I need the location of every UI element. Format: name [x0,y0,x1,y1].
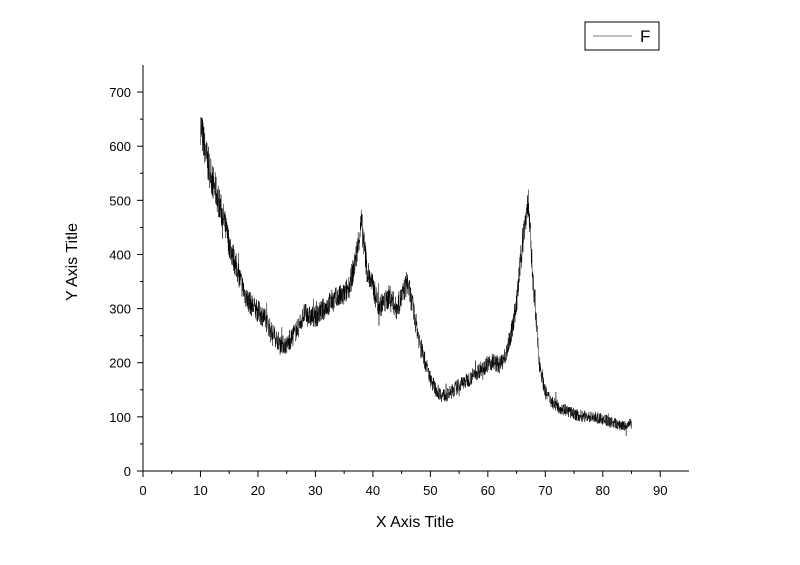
x-tick-label-20: 20 [251,483,265,498]
y-tick-label-100: 100 [109,410,131,425]
y-tick-label-600: 600 [109,139,131,154]
series-F-line [200,117,632,436]
y-tick-label-700: 700 [109,85,131,100]
x-tick-label-60: 60 [481,483,495,498]
x-tick-label-30: 30 [308,483,322,498]
tick-marks [137,91,661,477]
y-tick-label-300: 300 [109,302,131,317]
legend-label-f: F [640,27,650,46]
x-tick-label-70: 70 [538,483,552,498]
y-tick-label-400: 400 [109,247,131,262]
y-axis-title: Y Axis Title [64,223,81,301]
y-tick-label-0: 0 [124,464,131,479]
legend: F [584,21,660,51]
x-tick-label-80: 80 [596,483,610,498]
x-tick-label-40: 40 [366,483,380,498]
x-tick-label-90: 90 [653,483,667,498]
x-axis-title: X Axis Title [376,514,454,531]
tick-labels: 0 10 20 30 40 50 60 70 80 90 0 100 200 300 400 500 600 70… [109,85,667,498]
x-tick-label-10: 10 [193,483,207,498]
series-layer [200,117,632,436]
x-tick-label-0: 0 [139,483,146,498]
y-tick-label-200: 200 [109,356,131,371]
x-tick-label-50: 50 [423,483,437,498]
y-tick-label-500: 500 [109,193,131,208]
axes [142,65,689,472]
